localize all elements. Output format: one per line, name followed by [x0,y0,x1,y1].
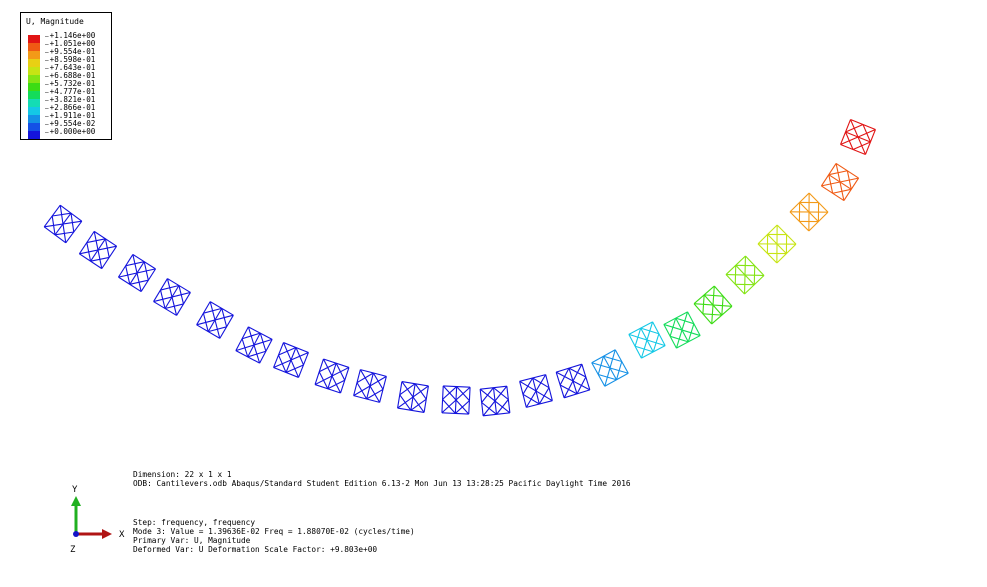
lattice-strut [164,285,180,309]
legend-swatch [28,83,40,91]
lattice-strut [90,238,106,262]
x-arrowhead-icon [102,529,112,539]
legend-color-bar [28,35,40,139]
legend-swatch [28,115,40,123]
legend-swatch [28,131,40,139]
coordinate-triad[interactable]: Y X Z [62,482,132,557]
legend-swatch [28,99,40,107]
lattice-strut [845,131,871,143]
lattice-strut [196,301,211,326]
dimension-text: Dimension: 22 x 1 x 1 [133,470,232,479]
lattice-strut [532,377,540,405]
z-axis-label: Z [70,545,76,555]
legend-value-label: +8.598e-01 [45,56,96,64]
primary-var-text: Primary Var: U, Magnitude [133,536,251,545]
lattice-strut [118,276,142,293]
lattice-strut [207,308,223,332]
mode-text: Mode 3: Value = 1.39636E-02 Freq = 1.880… [133,527,415,536]
lattice-strut [176,292,191,316]
lattice-strut [153,278,168,302]
legend-value-label: +1.051e+00 [45,40,96,48]
legend-value-label: +6.688e-01 [45,72,96,80]
lattice-strut [799,202,819,222]
legend-value-label: +4.777e-01 [45,88,96,96]
lattice-strut [703,294,723,316]
legend-value-label: +7.643e-01 [45,64,96,72]
legend-value-label: +1.146e+00 [45,32,96,40]
legend-value-label: +0.000e+00 [45,128,96,136]
deformed-var-text: Deformed Var: U Deformation Scale Factor… [133,545,378,554]
lattice-strut [603,355,617,381]
lattice-strut [454,386,458,414]
lattice-strut [247,332,261,358]
legend-value-label: +2.866e-01 [45,104,96,112]
lattice-strut [506,386,511,413]
lattice-strut [735,264,755,286]
lattice-strut [828,174,852,190]
lattice-strut [492,387,498,415]
lattice-strut [687,311,701,336]
step-info-block: Step: frequency, frequency Mode 3: Value… [133,518,415,554]
lattice-strut [767,234,787,254]
lattice-strut [480,385,507,390]
lattice-strut [410,383,416,411]
legend-swatch [28,107,40,115]
z-axis-dot-icon [73,531,79,537]
lattice-strut [101,245,118,269]
model-info-block: Dimension: 22 x 1 x 1 ODB: Cantilevers.o… [133,470,631,488]
lattice-strut [129,261,145,285]
legend-value-label: +9.554e-01 [45,48,96,56]
lattice-strut [479,389,484,416]
lattice-strut [675,317,689,343]
legend-swatch [28,59,40,67]
deformed-lattice-mesh [43,119,876,417]
odb-text: ODB: Cantilevers.odb Abaqus/Standard Stu… [133,479,631,488]
lattice-strut [663,324,677,349]
lattice-strut [78,231,95,255]
legend-swatch [28,75,40,83]
x-axis-label: X [119,530,125,540]
lattice-strut [285,347,297,373]
legend-title: U, Magnitude [26,17,84,26]
lattice-strut [366,372,374,400]
legend-swatch [28,91,40,99]
legend-value-label: +5.732e-01 [45,80,96,88]
lattice-strut [568,368,578,394]
lattice-strut [132,253,156,270]
lattice-strut [640,327,654,353]
lattice-strut [483,412,510,417]
y-axis-label: Y [72,485,78,495]
lattice-strut [327,363,337,389]
step-text: Step: frequency, frequency [133,518,256,527]
legend-swatch [28,35,40,43]
legend-swatch [28,43,40,51]
lattice-strut [840,143,866,155]
y-arrowhead-icon [71,496,81,506]
lattice-strut [43,204,61,228]
legend-swatch [28,67,40,75]
legend-labels: +1.146e+00+1.051e+00+9.554e-01+8.598e-01… [45,32,96,136]
legend-swatch [28,51,40,59]
contour-legend[interactable]: U, Magnitude +1.146e+00+1.051e+00+9.554e… [20,12,112,140]
legend-swatch [28,123,40,131]
lattice-strut [235,326,249,351]
legend-value-label: +3.821e-01 [45,96,96,104]
legend-value-label: +1.911e-01 [45,112,96,120]
legend-value-label: +9.554e-02 [45,120,96,128]
lattice-strut [54,212,72,236]
